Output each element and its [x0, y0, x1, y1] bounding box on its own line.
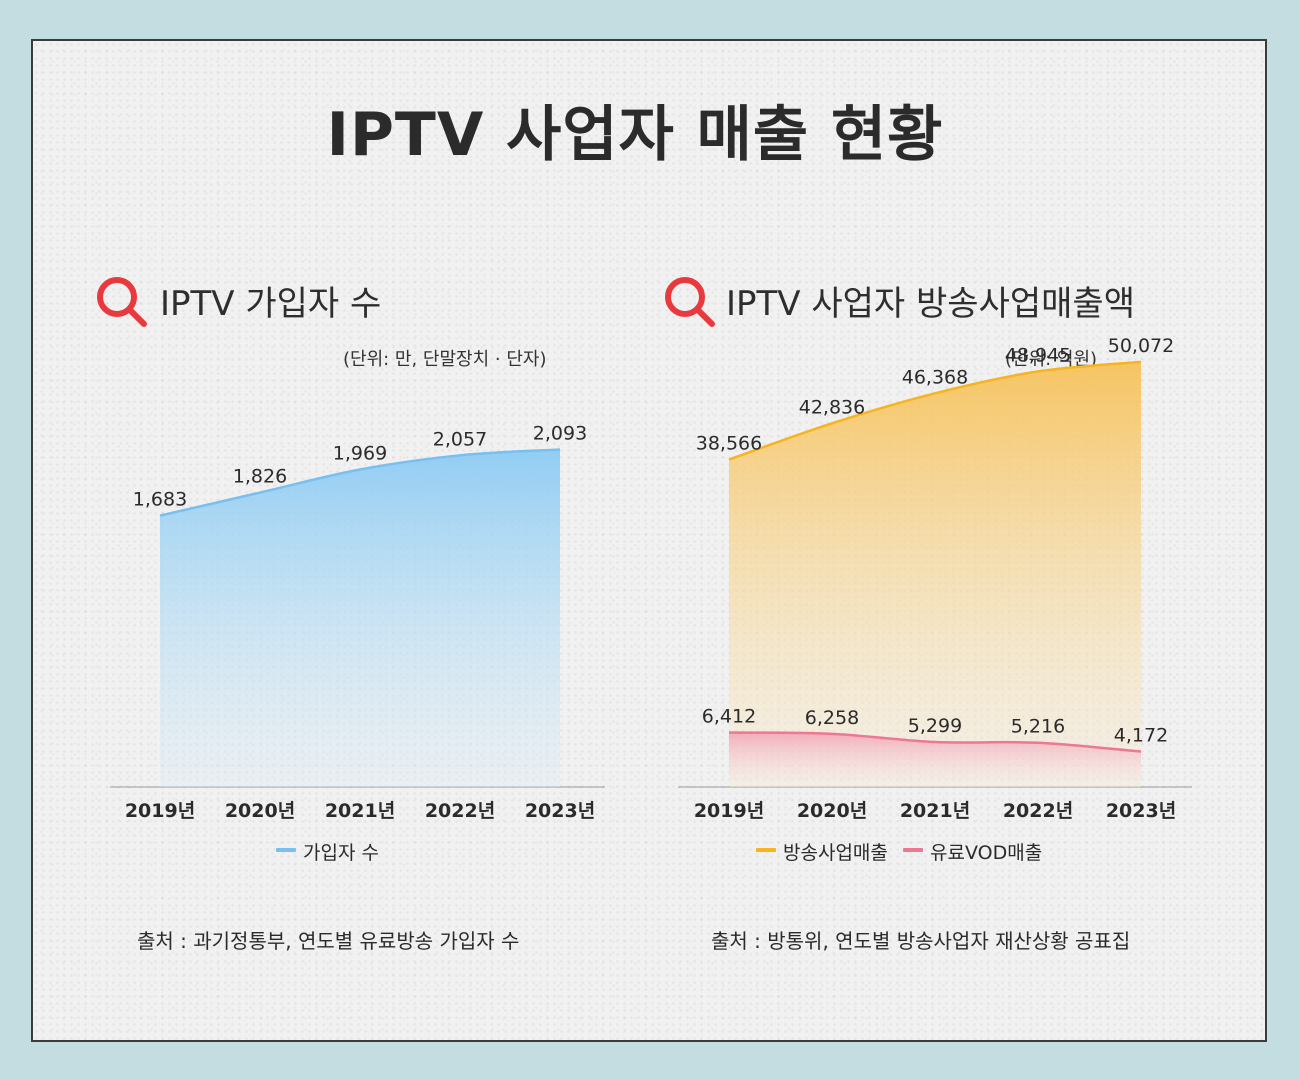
data-label: 5,299 — [908, 715, 962, 737]
data-label: 42,836 — [799, 396, 865, 418]
legend-label: 유료VOD매출 — [930, 842, 1042, 864]
revenue-chart-title: IPTV 사업자 방송사업매출액 — [726, 284, 1135, 324]
data-label: 1,969 — [333, 442, 387, 464]
x-tick-label: 2023년 — [1106, 800, 1176, 822]
data-label: 5,216 — [1011, 716, 1065, 738]
x-tick-label: 2019년 — [694, 800, 764, 822]
revenue-source-note: 출처 : 방통위, 연도별 방송사업자 재산상황 공표집 — [711, 929, 1131, 953]
area-fill-1 — [729, 361, 1141, 787]
data-label: 38,566 — [696, 433, 762, 455]
revenue-chart: 38,566 42,836 46,368 48,945 50,072 방송사업매출 6,41… — [678, 335, 1192, 864]
magnifier-icon — [97, 277, 147, 327]
data-label: 1,683 — [133, 489, 187, 511]
data-label: 48,945 — [1005, 344, 1071, 366]
data-label: 2,057 — [433, 428, 487, 450]
subscribers-chart: 1,683 1,826 1,969 2,057 2,093 가입자 수 2019년 2020년… — [110, 423, 605, 864]
area-fill-1 — [160, 449, 560, 787]
x-tick-label: 2020년 — [797, 800, 867, 822]
area-fill-2 — [729, 732, 1141, 787]
subscribers-unit-note: (단위: 만, 단말장치 · 단자) — [343, 349, 547, 370]
revenue-unit-note: (단위: 억원) — [1005, 349, 1098, 370]
data-label: 46,368 — [902, 366, 968, 388]
x-tick-label: 2022년 — [425, 800, 495, 822]
legend-swatch — [903, 848, 923, 852]
series-line-1 — [159, 448, 561, 517]
x-tick-label: 2020년 — [225, 800, 295, 822]
data-label: 6,258 — [805, 707, 859, 729]
x-tick-label: 2019년 — [125, 800, 195, 822]
subscribers-source-note: 출처 : 과기정통부, 연도별 유료방송 가입자 수 — [137, 929, 520, 953]
x-tick-label: 2022년 — [1003, 800, 1073, 822]
data-label: 6,412 — [702, 706, 756, 728]
legend-swatch — [276, 848, 296, 852]
data-label: 2,093 — [533, 423, 587, 445]
legend-label: 방송사업매출 — [783, 842, 888, 864]
x-tick-label: 2023년 — [525, 800, 595, 822]
x-tick-label: 2021년 — [325, 800, 395, 822]
legend-label: 가입자 수 — [303, 842, 379, 864]
page-title: IPTV 사업자 매출 현황 — [326, 100, 944, 170]
subscribers-chart-title: IPTV 가입자 수 — [160, 284, 382, 324]
data-label: 4,172 — [1114, 725, 1168, 747]
legend-swatch — [756, 848, 776, 852]
data-label: 50,072 — [1108, 335, 1174, 357]
data-label: 1,826 — [233, 466, 287, 488]
series-line-1 — [728, 360, 1142, 461]
x-tick-label: 2021년 — [900, 800, 970, 822]
series-line-2 — [728, 731, 1142, 753]
magnifier-icon — [665, 277, 715, 327]
